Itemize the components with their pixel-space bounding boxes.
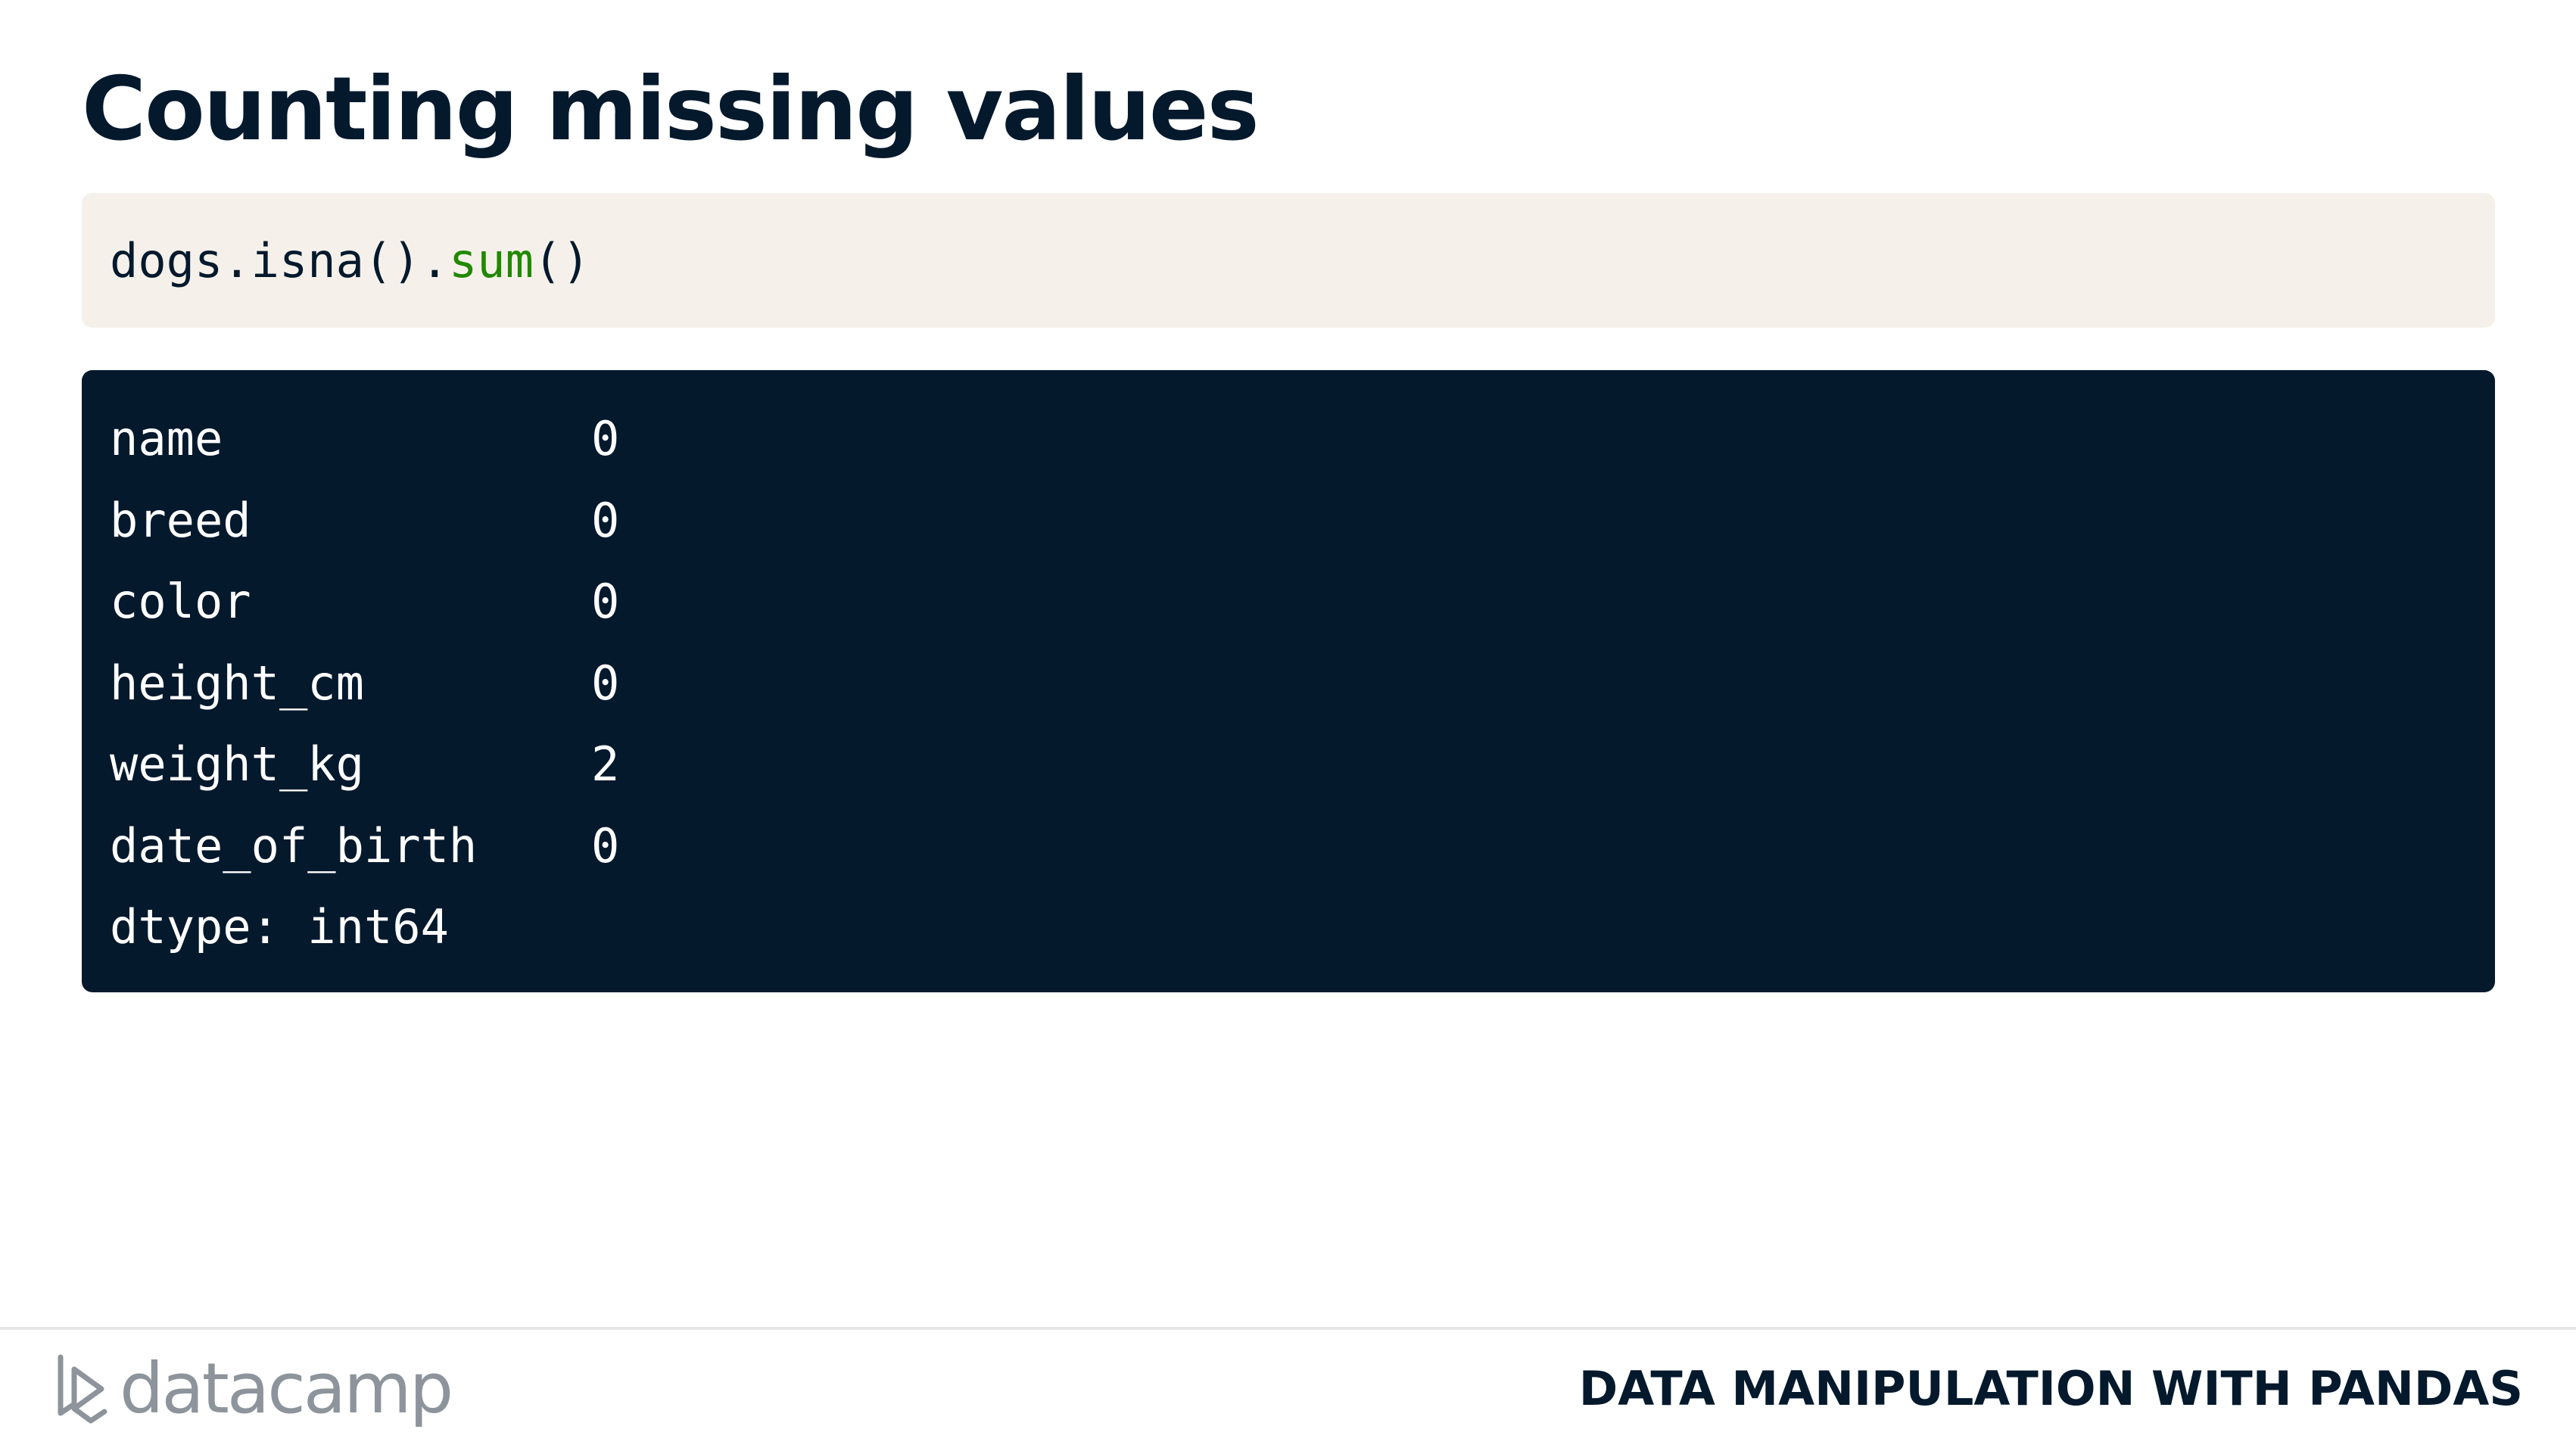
output-missing-count: 0 xyxy=(591,574,620,629)
output-missing-count: 0 xyxy=(591,411,620,466)
code-input-block: dogs.isna(). sum() xyxy=(82,193,2495,328)
output-row: weight_kg 2 xyxy=(110,724,2467,805)
output-column-name: breed xyxy=(110,492,251,548)
output-missing-count: 0 xyxy=(591,817,620,873)
output-column-name: color xyxy=(110,574,251,629)
code-output-block: name 0 breed 0 color 0 height_cm 0 weigh… xyxy=(82,370,2495,992)
output-row: name 0 xyxy=(110,398,2467,480)
output-column-name: weight_kg xyxy=(110,736,364,792)
output-row: color 0 xyxy=(110,561,2467,643)
slide-title: Counting missing values xyxy=(82,58,1260,160)
datacamp-logo-icon xyxy=(58,1354,107,1424)
output-column-name: name xyxy=(110,411,223,466)
output-column-name: height_cm xyxy=(110,655,364,711)
output-missing-count: 0 xyxy=(591,492,620,548)
output-missing-count: 0 xyxy=(591,655,620,711)
output-column-name: date_of_birth xyxy=(110,817,478,873)
code-object: dogs.isna(). xyxy=(110,232,449,288)
datacamp-logo-text: datacamp xyxy=(120,1348,453,1429)
output-row: date_of_birth 0 xyxy=(110,805,2467,887)
code-method: sum xyxy=(448,232,534,288)
datacamp-logo: datacamp xyxy=(55,1347,453,1431)
code-call-suffix: () xyxy=(533,232,590,288)
output-dtype-line: dtype: int64 xyxy=(110,886,2467,968)
output-missing-count: 2 xyxy=(591,736,620,792)
output-dtype: dtype: int64 xyxy=(110,899,449,954)
course-name: DATA MANIPULATION WITH PANDAS xyxy=(1578,1361,2523,1416)
output-row: height_cm 0 xyxy=(110,643,2467,724)
footer-divider xyxy=(0,1327,2576,1330)
output-row: breed 0 xyxy=(110,480,2467,562)
